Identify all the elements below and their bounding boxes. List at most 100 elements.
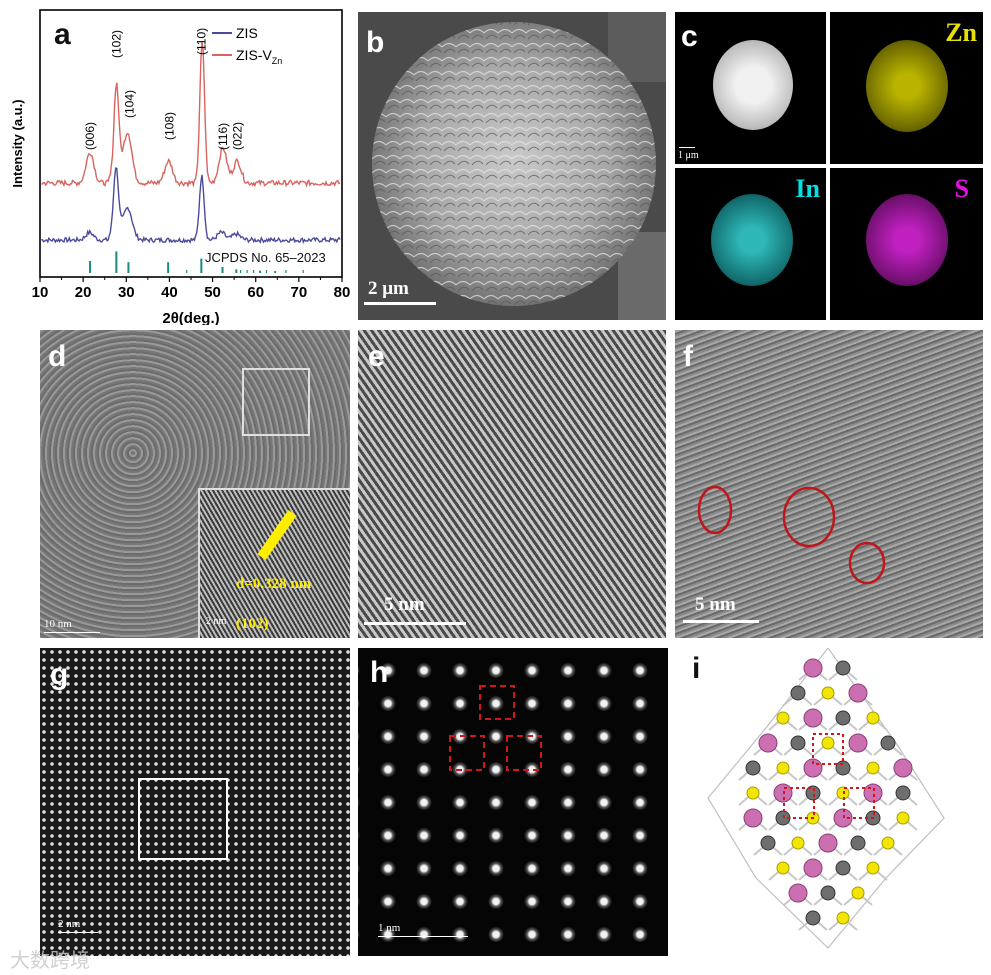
defect-markers	[697, 485, 886, 585]
reference-label: JCPDS No. 65–2023	[205, 250, 326, 265]
panel-label-h: h	[370, 656, 389, 689]
panel-label-g: g	[50, 658, 69, 691]
zinc-atom	[805, 910, 821, 926]
indium-atom	[743, 808, 763, 828]
sulfur-atom	[851, 886, 865, 900]
scale-bar-g	[58, 932, 98, 933]
legend-label-zis: ZIS	[236, 25, 258, 41]
sulfur-atom	[836, 911, 850, 925]
series-zis-vzn	[41, 41, 341, 188]
zinc-atom	[895, 785, 911, 801]
scale-text-b: 2 μm	[368, 278, 409, 299]
inset-lattice: d=0.328 nm (102) 2 nm	[198, 488, 350, 638]
panel-label-d: d	[48, 340, 67, 373]
x-tick-label: 80	[334, 284, 350, 301]
eds-s-map: S	[830, 168, 983, 320]
sulfur-atom	[866, 711, 880, 725]
panel-d-hrtem: d=0.328 nm (102) 2 nm d 10 nm	[40, 330, 350, 638]
indium-atom	[818, 833, 838, 853]
label-in: In	[795, 174, 820, 203]
roi-box-g	[138, 778, 228, 860]
sulfur-atom	[821, 686, 835, 700]
panel-g-haadf: g 2 nm	[40, 648, 350, 956]
zinc-atom	[745, 760, 761, 776]
watermark: 大数跨境	[10, 948, 90, 972]
panel-f-hrtem: f 5 nm	[675, 330, 983, 638]
zinc-atom	[760, 835, 776, 851]
d-spacing-label: d=0.328 nm	[236, 576, 312, 592]
sulfur-atom	[746, 786, 760, 800]
sulfur-atom	[776, 861, 790, 875]
x-tick-label: 20	[75, 284, 92, 301]
scale-bar-d	[44, 632, 100, 633]
x-tick-label: 50	[204, 284, 221, 301]
peak-label: (102)	[109, 30, 123, 58]
eds-haadf-map: 1 μm	[675, 12, 826, 164]
zinc-atom	[820, 885, 836, 901]
sem-image	[358, 12, 666, 320]
indium-atom	[803, 658, 823, 678]
plane-label: (102)	[236, 616, 269, 632]
sulfur-atom	[776, 761, 790, 775]
legend-label-zisv: ZIS-VZn	[236, 47, 282, 66]
eds-in-map: In	[675, 168, 826, 320]
peak-label: (006)	[83, 122, 97, 150]
vacancy-marker	[783, 787, 815, 819]
x-axis-label: 2θ(deg.)	[162, 310, 219, 325]
zinc-atom	[790, 685, 806, 701]
sulfur-atom	[821, 736, 835, 750]
indium-atom	[803, 858, 823, 878]
scale-bar-b	[364, 302, 436, 305]
panel-b-sem: b 2 μm	[358, 12, 666, 320]
indium-atom	[803, 708, 823, 728]
x-tick-label: 60	[247, 284, 264, 301]
panel-i-structure: i	[676, 648, 984, 968]
zinc-atom	[880, 735, 896, 751]
vacancy-markers-h	[449, 685, 542, 771]
peak-label: (104)	[123, 90, 137, 118]
scale-text-f: 5 nm	[695, 594, 736, 615]
x-tick-label: 70	[291, 284, 308, 301]
sulfur-atom	[881, 836, 895, 850]
scale-text-c: 1 μm	[678, 150, 699, 161]
label-zn: Zn	[945, 18, 977, 47]
eds-zn-map: Zn	[830, 12, 983, 164]
panel-label-c: c	[681, 20, 698, 53]
sulfur-atom	[896, 811, 910, 825]
indium-atom	[848, 733, 868, 753]
peak-label: (116)	[216, 123, 230, 150]
panel-label-e: e	[368, 340, 385, 373]
panel-label-b: b	[366, 26, 385, 59]
zinc-atom	[790, 735, 806, 751]
y-axis-label: Intensity (a.u.)	[10, 99, 25, 187]
scale-bar-f	[683, 620, 759, 623]
panel-e-hrtem: e 5 nm	[358, 330, 666, 638]
scale-text-g: 2 nm	[58, 918, 81, 930]
peak-label: (108)	[162, 112, 176, 140]
scale-text-e: 5 nm	[384, 594, 425, 615]
zinc-atom	[835, 660, 851, 676]
x-tick-label: 40	[161, 284, 178, 301]
indium-atom	[848, 683, 868, 703]
vacancy-marker	[812, 733, 844, 765]
panel-label-f: f	[683, 340, 693, 373]
label-s: S	[954, 174, 969, 203]
indium-atom	[893, 758, 913, 778]
sulfur-atom	[776, 711, 790, 725]
zinc-atom	[835, 860, 851, 876]
panel-c-eds: 1 μm Zn In S c	[675, 12, 983, 320]
crystal-model	[707, 648, 945, 949]
inset-scale-text: 2 nm	[206, 616, 227, 627]
scale-text-h: 1 nm	[378, 922, 401, 934]
series-zis	[41, 167, 341, 245]
panel-h-haadf: h 1 nm	[358, 648, 668, 956]
peak-label: (022)	[231, 122, 245, 150]
panel-label-i: i	[692, 652, 701, 685]
sulfur-atom	[866, 761, 880, 775]
sulfur-atom	[866, 861, 880, 875]
x-tick-label: 10	[32, 284, 49, 301]
panel-label-a: a	[54, 18, 71, 51]
scale-bar-e	[364, 622, 466, 625]
vacancy-marker	[843, 787, 875, 819]
scale-text-d: 10 nm	[44, 618, 72, 630]
